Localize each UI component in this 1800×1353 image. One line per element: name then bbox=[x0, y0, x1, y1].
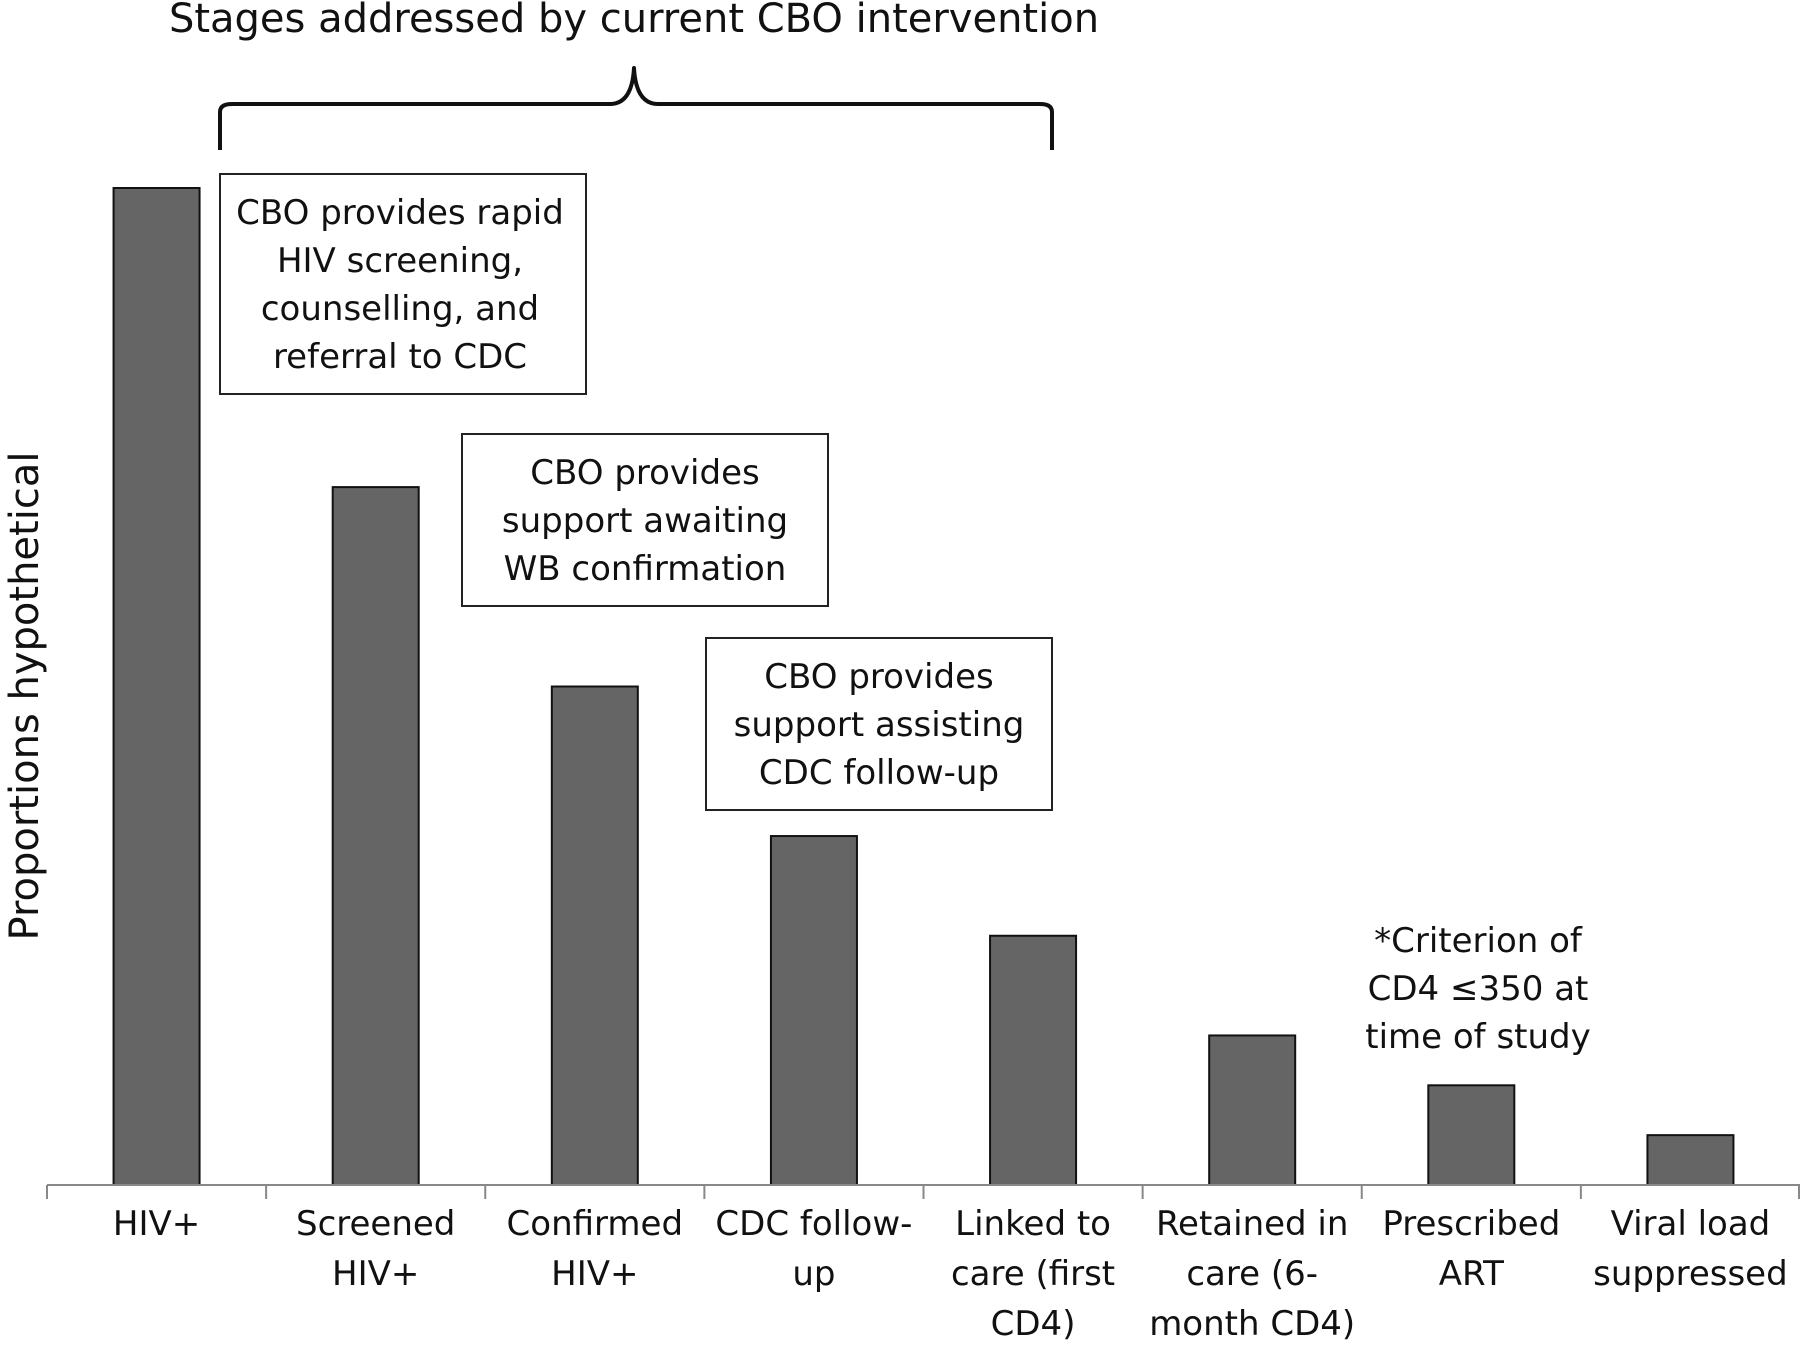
bar-series bbox=[112, 187, 1735, 1187]
annotation-box bbox=[461, 433, 829, 607]
bar-8 bbox=[1646, 1134, 1735, 1187]
annotation-text: CBO provides support awaiting WB confirmat… bbox=[502, 453, 788, 589]
x-axis bbox=[46, 1184, 1800, 1199]
x-tick-label-5: Linked to care (first CD4) bbox=[951, 1204, 1115, 1344]
annotation-4: *Criterion of CD4 ≤350 at time of study bbox=[1365, 921, 1591, 1057]
y-axis-label: Proportions hypothetical bbox=[2, 452, 48, 941]
x-tick-label-6: Retained in care (6-month CD4) bbox=[1149, 1204, 1355, 1344]
x-tick-labels: HIV+ Screened HIV+ Confirmed HIV+ CDC follow-… bbox=[113, 1204, 1788, 1344]
annotation-text: CBO provides rapid HIV screening, counsell… bbox=[236, 193, 564, 377]
x-tick-label-2: Screened HIV+ bbox=[296, 1204, 455, 1294]
bar-4 bbox=[769, 835, 858, 1186]
bar-1 bbox=[112, 187, 201, 1186]
annotation-text: *Criterion of CD4 ≤350 at time of study bbox=[1365, 921, 1591, 1057]
bar-3 bbox=[550, 685, 639, 1186]
x-tick-label-3: Confirmed HIV+ bbox=[507, 1204, 684, 1294]
x-tick-label-4: CDC follow-up bbox=[715, 1204, 912, 1294]
annotation-box bbox=[219, 173, 587, 395]
bar-6 bbox=[1208, 1034, 1297, 1186]
x-tick-label-8: Viral load suppressed bbox=[1593, 1204, 1788, 1294]
annotation-text: CBO provides support assisting CDC follow-… bbox=[734, 657, 1025, 793]
annotations: CBO provides rapid HIV screening, counsell… bbox=[219, 173, 1591, 1057]
annotation-box bbox=[705, 637, 1053, 811]
stage-brace bbox=[218, 66, 1054, 150]
bar-2 bbox=[331, 486, 420, 1187]
x-tick-label-7: Prescribed ART bbox=[1382, 1204, 1560, 1294]
annotation-3: CBO provides support assisting CDC follow-… bbox=[705, 637, 1053, 811]
bar-7 bbox=[1427, 1084, 1516, 1187]
annotation-1: CBO provides rapid HIV screening, counsell… bbox=[219, 173, 587, 395]
bar-5 bbox=[989, 934, 1078, 1186]
chart-title: Stages addressed by current CBO interven… bbox=[169, 0, 1099, 42]
annotation-2: CBO provides support awaiting WB confirmat… bbox=[461, 433, 829, 607]
x-tick-label-1: HIV+ bbox=[113, 1204, 200, 1244]
